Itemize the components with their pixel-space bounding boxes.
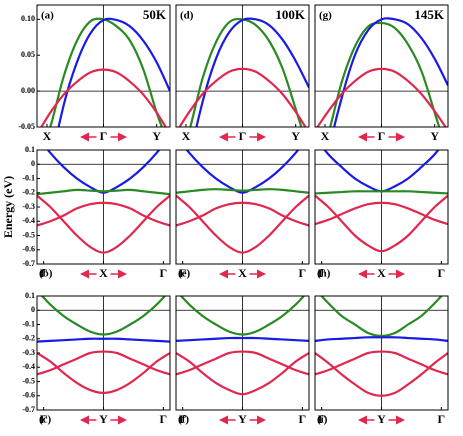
panel-label: (b) (39, 268, 53, 280)
band-line (316, 67, 447, 127)
panel-label: (c) (39, 414, 52, 426)
y-tick-label: 0.05 (21, 50, 35, 59)
temperature: 50K (143, 7, 167, 22)
y-tick-label: -0.2 (22, 334, 35, 343)
y-tick-label: 0.10 (21, 14, 35, 23)
band-line (320, 296, 443, 338)
band-line (315, 194, 448, 253)
x-tick-label: X (99, 266, 108, 280)
plot-area (37, 150, 170, 254)
band-line (57, 17, 170, 127)
x-tick-label: X (321, 129, 330, 143)
x-tick-label: Γ (299, 266, 307, 280)
band-line (185, 150, 300, 194)
x-tick-label: Γ (299, 412, 307, 426)
panel-label: (d) (180, 10, 194, 22)
x-tick-label: X (43, 129, 52, 143)
plot-area (315, 296, 448, 397)
band-line (37, 337, 170, 343)
band-line (179, 296, 306, 336)
y-tick-label: 0.00 (21, 86, 35, 95)
x-tick-label: Γ (239, 129, 247, 143)
band-line (332, 17, 448, 127)
y-tick-label: -0.5 (22, 230, 35, 239)
y-tick-label: 0 (31, 305, 35, 314)
x-tick-label: Γ (179, 412, 187, 426)
x-tick-label: Γ (40, 412, 48, 426)
plot-area (178, 17, 309, 127)
x-tick-label: Y (99, 412, 108, 426)
band-line (176, 350, 309, 376)
band-line (178, 67, 307, 127)
x-tick-label: Γ (378, 129, 386, 143)
y-tick-label: -0.05 (18, 122, 35, 131)
x-tick-label: Y (152, 129, 161, 143)
x-tick-label: Γ (318, 412, 326, 426)
x-tick-label: Y (377, 412, 386, 426)
x-tick-label: Γ (160, 266, 168, 280)
band-line (176, 194, 309, 254)
panel-label: (g) (319, 10, 332, 22)
y-tick-label: -0.7 (22, 405, 35, 414)
band-line (46, 150, 161, 194)
y-tick-label: -0.3 (22, 348, 35, 357)
temperature: 145K (414, 7, 445, 22)
band-line (195, 17, 309, 127)
band-line (176, 352, 309, 396)
y-tick-label: -0.6 (22, 391, 35, 400)
x-tick-label: Γ (438, 412, 446, 426)
x-tick-label: Y (430, 129, 439, 143)
x-tick-label: X (238, 266, 247, 280)
plot-area (37, 296, 170, 395)
band-line (315, 352, 448, 397)
panel-label: (a) (41, 10, 54, 22)
panel-label: (i) (317, 414, 328, 426)
y-tick-label: -0.2 (22, 188, 35, 197)
panel-label: (e) (178, 268, 191, 280)
y-tick-label: -0.6 (22, 245, 35, 254)
plot-area (176, 296, 309, 396)
x-tick-label: Γ (40, 266, 48, 280)
band-line (40, 68, 167, 127)
band-line (315, 350, 448, 376)
x-tick-label: Γ (318, 266, 326, 280)
band-line (176, 336, 309, 342)
y-tick-label: -0.5 (22, 376, 35, 385)
y-tick-label: -0.1 (22, 319, 35, 328)
y-tick-label: -0.3 (22, 202, 35, 211)
plot-area (316, 17, 448, 127)
y-tick-label: -0.7 (22, 259, 35, 268)
x-tick-label: Γ (100, 129, 108, 143)
plot-area (315, 150, 448, 253)
y-tick-label: -0.1 (22, 173, 35, 182)
plot-area (40, 17, 170, 127)
x-tick-label: X (377, 266, 386, 280)
x-tick-label: X (182, 129, 191, 143)
temperature: 100K (275, 7, 306, 22)
band-line (37, 194, 170, 254)
band-line (40, 296, 167, 336)
y-tick-label: 0.1 (25, 291, 35, 300)
x-tick-label: Γ (160, 412, 168, 426)
y-tick-label: -0.4 (22, 362, 35, 371)
plot-area (176, 150, 309, 254)
x-tick-label: Y (291, 129, 300, 143)
panel-label: (f) (178, 414, 189, 426)
y-tick-label: 0.1 (25, 145, 35, 154)
band-line (37, 350, 170, 376)
band-line (315, 190, 448, 195)
x-tick-label: Γ (179, 266, 187, 280)
band-line (315, 336, 448, 342)
y-axis-label: Energy (eV) (1, 176, 15, 238)
band-line (329, 21, 441, 127)
y-tick-label: 0 (31, 159, 35, 168)
band-line (37, 352, 170, 395)
x-tick-label: Γ (438, 266, 446, 280)
y-tick-label: -0.4 (22, 216, 35, 225)
band-line (176, 188, 309, 194)
x-tick-label: Y (238, 412, 247, 426)
band-line (37, 188, 170, 196)
panel-label: (h) (317, 268, 331, 280)
